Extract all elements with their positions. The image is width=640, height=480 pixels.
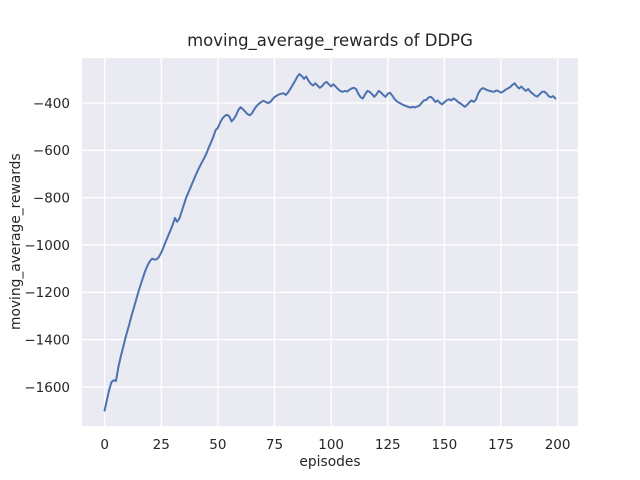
x-tick-label: 100 [318, 437, 344, 453]
tick-labels: 0 25 50 75 100 125 150 175 200 −400 −600 −800 −1000 −… [24, 96, 570, 453]
y-tick-label: −1400 [24, 332, 70, 348]
gridlines [82, 58, 578, 426]
y-tick-label: −1200 [24, 285, 70, 301]
y-tick-label: −800 [33, 190, 70, 206]
y-tick-label: −600 [33, 143, 70, 159]
x-tick-label: 125 [375, 437, 401, 453]
y-tick-label: −1600 [24, 380, 70, 396]
x-tick-label: 75 [266, 437, 283, 453]
x-tick-label: 200 [545, 437, 571, 453]
plot-background [82, 58, 578, 426]
x-tick-label: 175 [488, 437, 514, 453]
y-tick-label: −400 [33, 96, 70, 112]
x-tick-label: 50 [209, 437, 226, 453]
chart-title: moving_average_rewards of DDPG [187, 31, 473, 50]
x-tick-label: 150 [431, 437, 457, 453]
ddpg-reward-line [103, 73, 557, 412]
x-axis-label: episodes [299, 454, 361, 470]
x-tick-label: 0 [100, 437, 109, 453]
x-tick-label: 25 [153, 437, 170, 453]
y-tick-label: −1000 [24, 238, 70, 254]
